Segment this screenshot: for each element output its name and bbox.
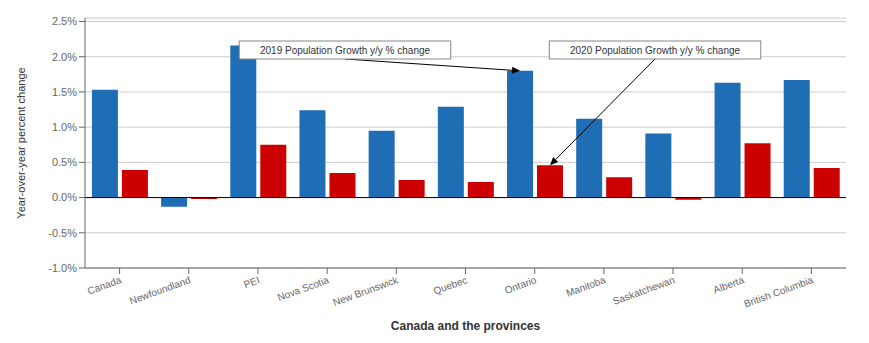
svg-text:0.0%: 0.0% xyxy=(52,191,77,203)
svg-text:0.5%: 0.5% xyxy=(52,156,77,168)
svg-text:2.5%: 2.5% xyxy=(52,15,77,27)
svg-text:Year-over-year percent change: Year-over-year percent change xyxy=(15,67,27,218)
svg-text:Alberta: Alberta xyxy=(712,274,746,295)
svg-text:Nova Scotia: Nova Scotia xyxy=(276,274,331,303)
svg-text:New Brunswick: New Brunswick xyxy=(331,274,400,308)
svg-text:2019 Population Growth y/y % c: 2019 Population Growth y/y % change xyxy=(260,45,431,56)
svg-text:1.0%: 1.0% xyxy=(52,121,77,133)
svg-text:Manitoba: Manitoba xyxy=(565,274,608,299)
svg-text:2020 Population Growth y/y % c: 2020 Population Growth y/y % change xyxy=(570,45,741,56)
svg-text:Saskatchewan: Saskatchewan xyxy=(611,274,676,307)
svg-text:Quebec: Quebec xyxy=(432,274,469,296)
svg-text:PEI: PEI xyxy=(242,274,261,290)
svg-text:British Columbia: British Columbia xyxy=(742,274,815,309)
svg-text:2.0%: 2.0% xyxy=(52,51,77,63)
svg-text:Canada and the provinces: Canada and the provinces xyxy=(391,319,541,333)
svg-text:-1.0%: -1.0% xyxy=(48,262,77,274)
svg-text:Canada: Canada xyxy=(86,274,123,296)
svg-text:Ontario: Ontario xyxy=(503,274,538,296)
svg-text:Newfoundland: Newfoundland xyxy=(128,274,192,306)
svg-text:1.5%: 1.5% xyxy=(52,86,77,98)
svg-text:-0.5%: -0.5% xyxy=(48,227,77,239)
